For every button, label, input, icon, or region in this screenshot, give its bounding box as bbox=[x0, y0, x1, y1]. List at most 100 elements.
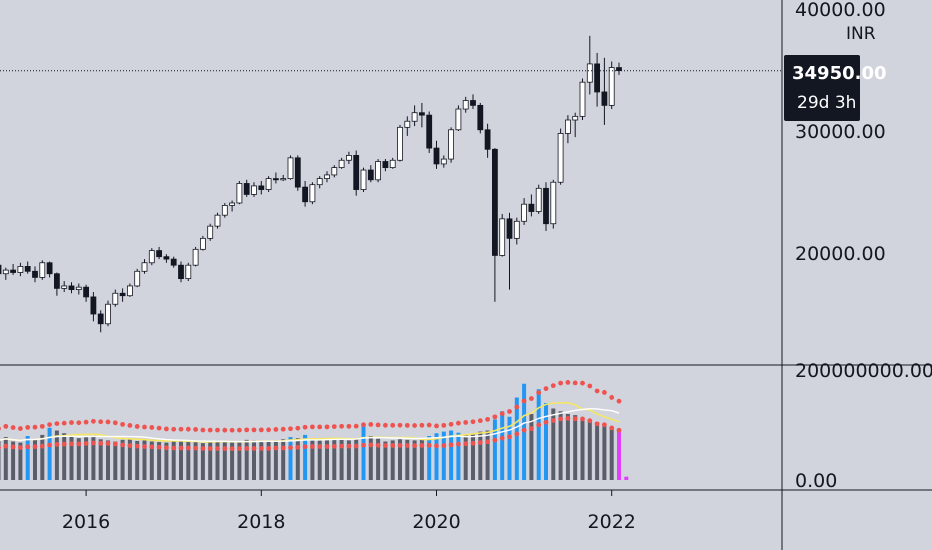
candle[interactable] bbox=[353, 150, 360, 196]
volume-bar[interactable] bbox=[303, 434, 308, 480]
volume-bar[interactable] bbox=[288, 437, 293, 480]
candle[interactable] bbox=[616, 62, 622, 75]
candle[interactable] bbox=[418, 102, 425, 128]
volume-bar[interactable] bbox=[419, 438, 424, 480]
volume-bar[interactable] bbox=[602, 425, 607, 480]
volume-bar[interactable] bbox=[98, 439, 103, 480]
volume-bar[interactable] bbox=[179, 440, 183, 480]
volume-bar[interactable] bbox=[354, 438, 359, 480]
candle[interactable] bbox=[54, 272, 60, 296]
candle[interactable] bbox=[404, 116, 411, 136]
volume-bar[interactable] bbox=[193, 442, 198, 480]
volume-bar[interactable] bbox=[580, 418, 585, 480]
volume-bar[interactable] bbox=[171, 441, 176, 481]
volume-bar[interactable] bbox=[398, 439, 402, 480]
candle[interactable] bbox=[141, 259, 148, 274]
candle[interactable] bbox=[375, 159, 382, 183]
volume-bar[interactable] bbox=[120, 439, 125, 480]
candle[interactable] bbox=[163, 254, 170, 263]
candle[interactable] bbox=[105, 300, 111, 327]
candle[interactable] bbox=[477, 102, 484, 134]
candle[interactable] bbox=[521, 198, 527, 225]
volume-bar[interactable] bbox=[441, 431, 446, 480]
volume-bar[interactable] bbox=[471, 433, 475, 480]
candle[interactable] bbox=[294, 155, 301, 191]
volume-bar[interactable] bbox=[361, 426, 366, 480]
candle[interactable] bbox=[17, 262, 24, 277]
candle[interactable] bbox=[83, 284, 89, 302]
volume-bar[interactable] bbox=[456, 432, 461, 480]
volume-bar[interactable] bbox=[40, 434, 45, 480]
candle[interactable] bbox=[484, 123, 491, 158]
volume-bar[interactable] bbox=[11, 441, 16, 481]
candle[interactable] bbox=[397, 124, 403, 162]
volume-bar[interactable] bbox=[325, 439, 329, 480]
volume-axis[interactable]: 200000000.00 0.00 bbox=[795, 360, 932, 492]
candle[interactable] bbox=[331, 165, 338, 178]
candle[interactable] bbox=[192, 246, 199, 267]
candle[interactable] bbox=[243, 179, 250, 197]
candle[interactable] bbox=[272, 172, 279, 184]
volume-bar[interactable] bbox=[317, 440, 322, 480]
candle[interactable] bbox=[148, 248, 155, 266]
volume-bar[interactable] bbox=[463, 434, 468, 480]
volume-bar[interactable] bbox=[573, 415, 578, 480]
candle[interactable] bbox=[221, 202, 228, 218]
volume-bar[interactable] bbox=[76, 438, 81, 480]
candle[interactable] bbox=[586, 35, 593, 95]
candle[interactable] bbox=[382, 159, 389, 172]
candle[interactable] bbox=[572, 112, 579, 138]
candle[interactable] bbox=[119, 288, 126, 302]
candle[interactable] bbox=[199, 235, 206, 251]
volume-bar[interactable] bbox=[33, 438, 37, 480]
volume-bar[interactable] bbox=[595, 422, 600, 480]
candle[interactable] bbox=[594, 52, 600, 107]
volume-bar[interactable] bbox=[529, 414, 534, 480]
volume-bar[interactable] bbox=[84, 437, 89, 480]
volume-bar[interactable] bbox=[405, 439, 410, 480]
candle[interactable] bbox=[68, 282, 75, 294]
candle[interactable] bbox=[543, 182, 549, 232]
time-axis[interactable]: 2016 2018 2020 2022 bbox=[62, 490, 636, 533]
volume-bar[interactable] bbox=[0, 440, 1, 480]
candle[interactable] bbox=[608, 61, 615, 110]
candle[interactable] bbox=[229, 200, 236, 212]
candle[interactable] bbox=[251, 182, 257, 197]
volume-bar[interactable] bbox=[164, 442, 169, 480]
volume-bar[interactable] bbox=[186, 440, 191, 480]
candle[interactable] bbox=[46, 261, 53, 278]
candle[interactable] bbox=[178, 261, 184, 283]
volume-bar[interactable] bbox=[25, 436, 30, 480]
candle[interactable] bbox=[24, 261, 31, 274]
volume-bar[interactable] bbox=[551, 408, 556, 481]
volume-bar[interactable] bbox=[514, 397, 519, 481]
volume-bar[interactable] bbox=[252, 440, 256, 480]
candle[interactable] bbox=[506, 212, 513, 290]
volume-bar[interactable] bbox=[383, 441, 388, 481]
volume-bar[interactable] bbox=[106, 440, 110, 480]
candle[interactable] bbox=[134, 268, 141, 288]
volume-bar[interactable] bbox=[390, 440, 395, 480]
candle[interactable] bbox=[513, 217, 520, 245]
volume-bar[interactable] bbox=[273, 440, 278, 480]
volume-bar[interactable] bbox=[18, 442, 23, 480]
candle[interactable] bbox=[170, 256, 177, 268]
volume-bar[interactable] bbox=[449, 430, 454, 481]
candle[interactable] bbox=[32, 266, 38, 283]
volume-bar[interactable] bbox=[157, 442, 162, 480]
candle[interactable] bbox=[440, 155, 447, 168]
candle[interactable] bbox=[389, 157, 396, 169]
candle[interactable] bbox=[0, 259, 2, 280]
volume-bar[interactable] bbox=[617, 431, 621, 480]
volume-bar[interactable] bbox=[200, 443, 205, 480]
volume-bar[interactable] bbox=[332, 438, 337, 480]
volume-bar[interactable] bbox=[295, 438, 300, 480]
volume-bar[interactable] bbox=[587, 419, 592, 481]
volume-bar[interactable] bbox=[244, 439, 249, 480]
volume-bar[interactable] bbox=[346, 440, 351, 480]
candle[interactable] bbox=[75, 283, 82, 295]
volume-bar[interactable] bbox=[485, 430, 490, 481]
volume-bar[interactable] bbox=[62, 433, 67, 480]
volume-bar[interactable] bbox=[215, 440, 220, 480]
